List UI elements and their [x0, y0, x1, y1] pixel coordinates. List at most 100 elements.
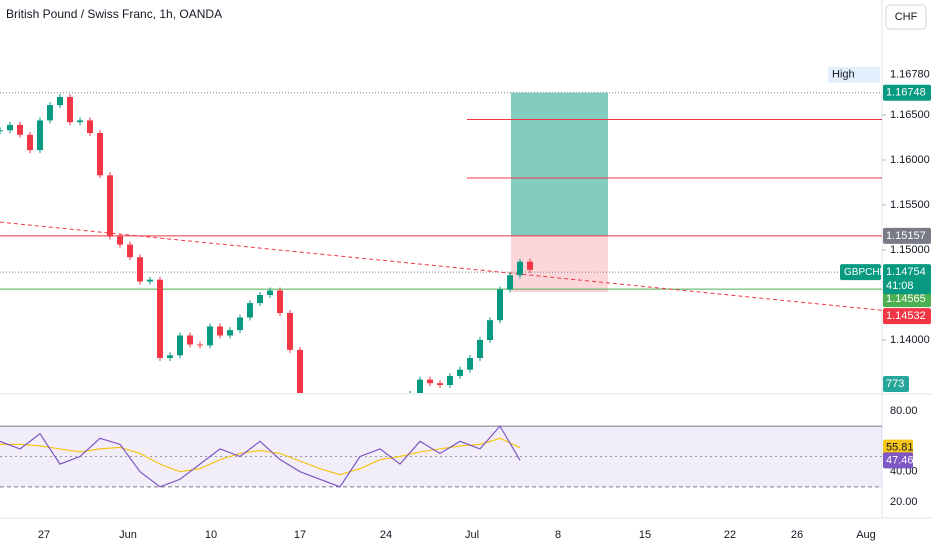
y-tick-label: 1.15000	[890, 244, 930, 256]
candle	[167, 355, 173, 358]
candle	[67, 97, 73, 123]
high-value: 1.16780	[890, 69, 930, 81]
candle	[347, 403, 353, 404]
candle	[57, 97, 63, 106]
candle	[237, 317, 243, 331]
x-tick-label: 26	[791, 529, 803, 541]
candle	[17, 124, 23, 135]
candle	[87, 120, 93, 134]
x-tick-label: 8	[555, 529, 561, 541]
candle	[117, 236, 123, 245]
countdown: 41:08	[886, 280, 914, 292]
candle	[397, 403, 403, 404]
candle	[287, 312, 293, 350]
candle	[77, 120, 83, 123]
candle	[137, 257, 143, 282]
candle	[377, 403, 383, 404]
candle	[27, 134, 33, 151]
candle	[277, 290, 283, 313]
candle	[387, 403, 393, 404]
y-tick-label: 80.00	[890, 405, 918, 417]
high-tag	[828, 66, 880, 83]
x-tick-label: 22	[724, 529, 736, 541]
candle	[497, 289, 503, 321]
candle	[157, 279, 163, 358]
symbol-badge	[883, 264, 931, 295]
candle	[427, 379, 433, 384]
candle	[337, 403, 343, 404]
candle	[187, 335, 193, 345]
volume-badge	[883, 376, 909, 392]
price-badge	[883, 227, 931, 244]
currency-label: CHF	[895, 11, 918, 23]
price-badge	[883, 308, 931, 325]
candle	[467, 357, 473, 370]
candle	[477, 339, 483, 358]
currency-button[interactable]	[885, 4, 927, 30]
candle	[247, 303, 253, 318]
symbol-value: 1.14754	[886, 266, 926, 278]
candle	[367, 403, 373, 404]
candle	[47, 105, 53, 121]
y-tick-label: 1.16000	[890, 154, 930, 166]
candle	[127, 244, 133, 258]
y-tick-label: 20.00	[890, 496, 918, 508]
candle	[407, 394, 413, 403]
candle	[197, 344, 203, 346]
high-label: High	[832, 69, 855, 81]
candle	[147, 279, 153, 282]
symbol-tag	[840, 264, 881, 281]
x-tick-label: 27	[38, 529, 50, 541]
stop-zone	[511, 235, 608, 293]
rsi-badge-label: 55.81	[886, 442, 914, 454]
candle	[417, 379, 423, 393]
candle	[257, 294, 263, 304]
symbol-label: GBPCHF	[844, 267, 886, 278]
y-tick-label: 1.14000	[890, 334, 930, 346]
rsi-line	[0, 425, 521, 488]
candle	[107, 175, 113, 237]
volume-label: 773	[886, 378, 904, 390]
trendline	[0, 221, 882, 311]
price-badge	[883, 291, 931, 308]
candle	[267, 290, 273, 295]
rsi-badge-label: 47.46	[886, 454, 914, 466]
x-tick-label: Jun	[119, 529, 137, 541]
candle	[227, 330, 233, 336]
candle	[527, 261, 533, 270]
candle	[207, 326, 213, 346]
price-badge-label: 1.14565	[886, 293, 926, 305]
candle	[437, 383, 443, 385]
x-tick-label: 24	[380, 529, 392, 541]
price-badge	[883, 84, 931, 101]
rsi-badge	[883, 439, 913, 456]
x-tick-label: 10	[205, 529, 217, 541]
candle	[307, 403, 313, 404]
price-badge-label: 1.14532	[886, 310, 926, 322]
candle	[317, 403, 323, 404]
candle	[177, 335, 183, 356]
candle	[447, 375, 453, 385]
y-tick-label: 1.16500	[890, 109, 930, 121]
candle	[517, 261, 523, 276]
rsi-badge	[883, 452, 913, 469]
candle	[507, 275, 513, 290]
candle	[7, 124, 13, 131]
y-tick-label: 1.15500	[890, 199, 930, 211]
candle	[97, 133, 103, 176]
candle	[357, 403, 363, 404]
candle	[217, 326, 223, 336]
candle	[487, 320, 493, 340]
candle	[0, 130, 3, 132]
candle	[327, 403, 333, 404]
y-tick-label: 40.00	[890, 466, 918, 478]
candle	[297, 349, 303, 393]
x-tick-label: 17	[294, 529, 306, 541]
price-badge-label: 1.15157	[886, 230, 926, 242]
candle	[457, 369, 463, 376]
candle	[37, 120, 43, 151]
x-tick-label: Aug	[856, 529, 876, 541]
target-zone	[511, 92, 608, 236]
